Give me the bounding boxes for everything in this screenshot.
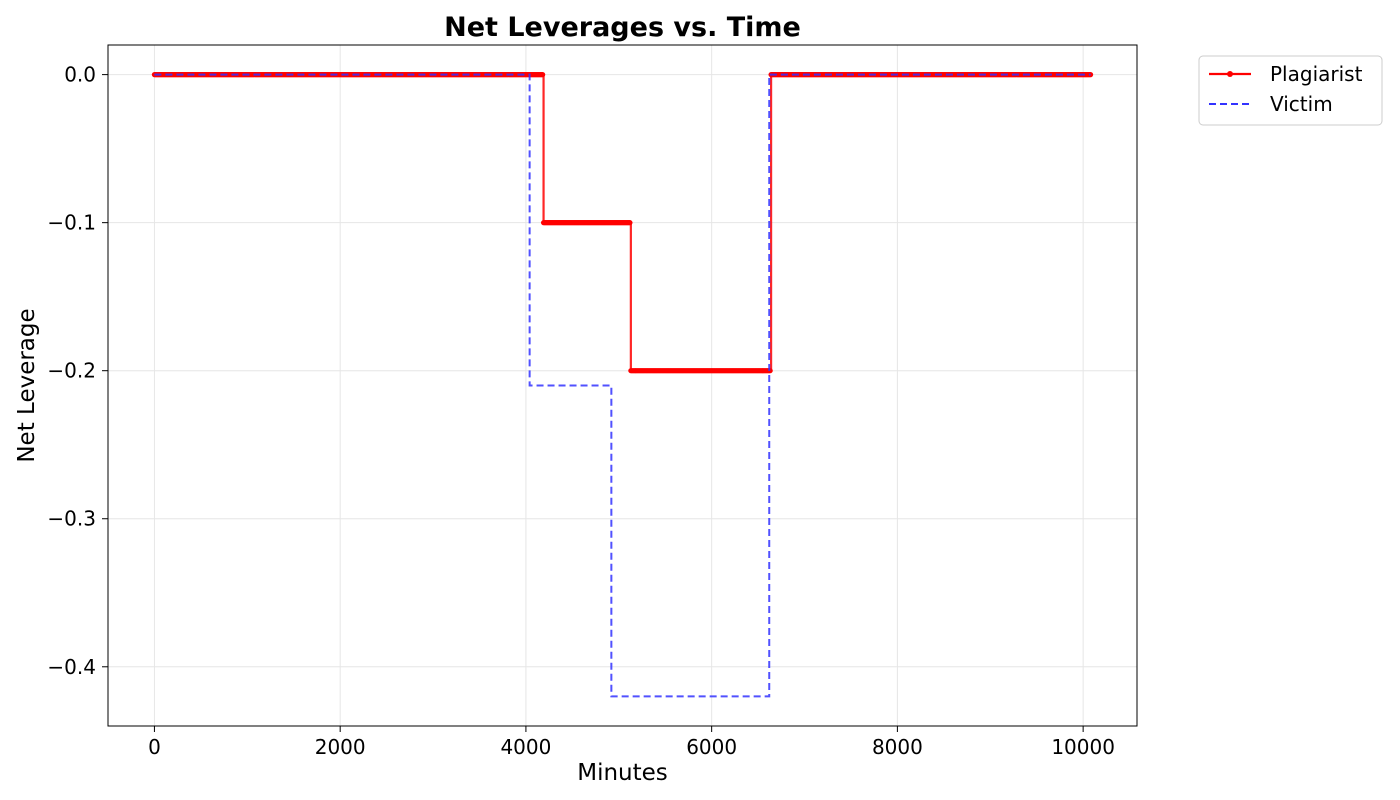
- series-plagiarist: [151, 72, 1094, 374]
- grid: [108, 45, 1137, 726]
- legend: Plagiarist Victim: [1198, 55, 1383, 126]
- chart-title: Net Leverages vs. Time: [444, 12, 801, 43]
- plot-series: [151, 72, 1094, 698]
- y-axis-label: Net Leverage: [14, 308, 40, 462]
- x-tick-label: 4000: [500, 735, 551, 759]
- x-tick-label: 2000: [315, 735, 366, 759]
- x-tick-label: 6000: [686, 735, 737, 759]
- series-line-victim: [154, 73, 1091, 698]
- y-tick-label: −0.3: [47, 507, 96, 531]
- y-tick-label: 0.0: [64, 63, 96, 87]
- legend-label-victim: Victim: [1270, 92, 1333, 116]
- plot-frame: [107, 44, 1138, 727]
- x-tick-label: 10000: [1051, 735, 1115, 759]
- legend-label-plagiarist: Plagiarist: [1270, 62, 1363, 86]
- y-tick-label: −0.2: [47, 359, 96, 383]
- series-point-plagiarist: [627, 220, 633, 226]
- x-tick-label: 0: [148, 735, 161, 759]
- y-tick-label: −0.4: [47, 655, 96, 679]
- x-tick-label: 8000: [872, 735, 923, 759]
- series-point-plagiarist: [540, 72, 546, 78]
- y-tick-label: −0.1: [47, 211, 96, 235]
- legend-marker-plagiarist: [1227, 71, 1233, 77]
- axis-ticks: 0 2000 4000 6000 8000 10000 0.0 −0.1 −0.2 −0.3 −0.…: [47, 63, 1115, 759]
- x-axis-label: Minutes: [577, 760, 668, 786]
